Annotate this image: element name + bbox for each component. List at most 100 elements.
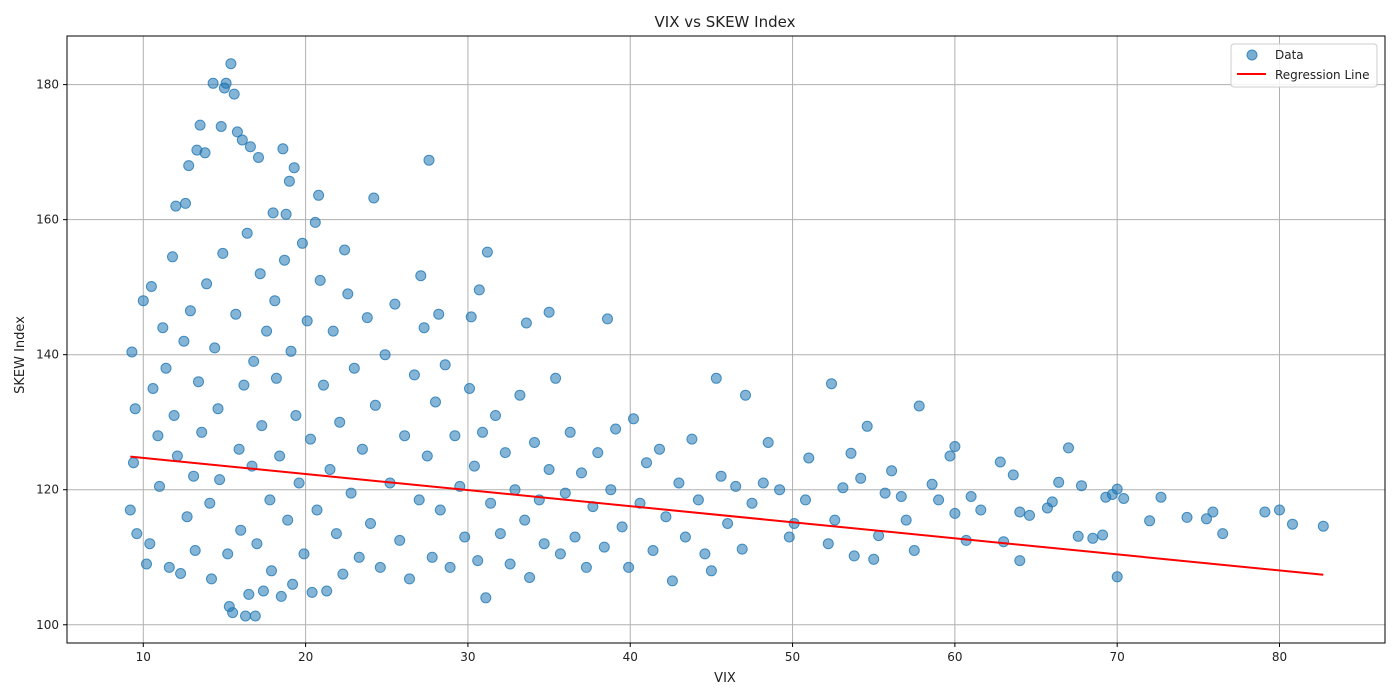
scatter-point — [314, 274, 326, 286]
scatter-point — [253, 152, 264, 163]
legend-marker-data — [1246, 49, 1258, 61]
scatter-point — [404, 573, 415, 585]
scatter-point — [499, 447, 511, 459]
scatter-point — [222, 548, 234, 560]
scatter-point — [926, 478, 938, 490]
scatter-point — [1076, 480, 1087, 492]
scatter-point — [178, 335, 190, 347]
scatter-point — [559, 487, 571, 499]
scatter-point — [1007, 469, 1019, 481]
scatter-point — [1144, 515, 1156, 527]
scatter-point — [740, 389, 751, 401]
scatter-point — [257, 585, 269, 597]
chart-title: VIX vs SKEW Index — [655, 13, 796, 31]
scatter-point — [154, 480, 165, 492]
scatter-point — [282, 514, 294, 526]
scatter-point — [965, 491, 977, 502]
scatter-point — [494, 528, 506, 540]
scatter-point — [829, 514, 841, 526]
scatter-point — [519, 514, 531, 526]
scatter-point — [181, 511, 193, 523]
scatter-point — [220, 77, 232, 89]
scatter-point — [321, 585, 333, 597]
scatter-point — [126, 346, 138, 358]
scatter-point — [1259, 506, 1271, 518]
scatter-point — [800, 494, 811, 506]
scatter-point — [374, 561, 386, 573]
scatter-point — [293, 477, 305, 489]
scatter-point — [204, 497, 216, 509]
grid-lines — [67, 36, 1385, 643]
scatter-point — [426, 551, 438, 563]
scatter-point — [274, 450, 286, 462]
scatter-point — [576, 467, 587, 479]
scatter-point — [879, 487, 891, 499]
scatter-point — [908, 545, 920, 556]
scatter-point — [715, 470, 727, 482]
legend-box — [1230, 43, 1378, 88]
scatter-point — [710, 372, 722, 384]
scatter-point — [167, 251, 178, 263]
scatter-point — [686, 433, 698, 445]
scatter-point — [464, 383, 475, 394]
scatter-point — [231, 126, 243, 138]
scatter-point — [822, 538, 834, 550]
scatter-point — [465, 311, 477, 323]
scatter-point — [147, 383, 159, 394]
scatter-point — [193, 376, 204, 388]
data-points — [124, 58, 1329, 622]
regression-line-path — [130, 455, 1324, 576]
scatter-point — [1053, 476, 1065, 488]
scatter-point — [949, 441, 961, 452]
scatter-point — [379, 349, 391, 361]
scatter-point — [238, 379, 250, 391]
scatter-point — [199, 147, 211, 159]
scatter-point — [128, 457, 139, 469]
scatter-point — [529, 437, 540, 448]
scatter-point — [152, 430, 164, 442]
scatter-point — [1024, 509, 1035, 521]
scatter-point — [283, 175, 295, 187]
scatter-point — [845, 447, 857, 459]
x-tick-label: 50 — [785, 650, 800, 664]
scatter-point — [623, 561, 635, 573]
scatter-point — [188, 470, 200, 482]
scatter-point — [610, 423, 622, 435]
scatter-point — [1111, 483, 1123, 495]
scatter-point — [692, 494, 704, 506]
scatter-point — [206, 573, 217, 585]
scatter-point — [356, 443, 368, 455]
legend-label-regression: Regression Line — [1275, 68, 1369, 82]
scatter-point — [207, 77, 219, 89]
scatter-point — [337, 568, 349, 580]
scatter-point — [564, 426, 576, 438]
scatter-point — [342, 288, 354, 300]
legend: Data Regression Line — [1230, 43, 1378, 88]
scatter-point — [554, 548, 566, 560]
scatter-point — [339, 244, 351, 256]
scatter-point — [736, 543, 748, 555]
scatter-point — [705, 565, 717, 577]
scatter-point — [1155, 491, 1167, 503]
scatter-point — [183, 160, 195, 172]
scatter-point — [895, 491, 907, 502]
scatter-point — [837, 482, 849, 494]
scatter-point — [538, 538, 550, 550]
plot-frame — [66, 35, 1386, 644]
scatter-point — [254, 268, 266, 280]
scatter-point — [592, 447, 604, 459]
scatter-point — [699, 548, 711, 560]
scatter-point — [524, 572, 536, 583]
y-tick-label: 140 — [36, 348, 59, 362]
scatter-point — [180, 197, 191, 209]
scatter-point — [569, 531, 581, 543]
scatter-point — [473, 284, 485, 296]
y-tick-label: 100 — [36, 618, 59, 632]
scatter-point — [647, 545, 659, 556]
scatter-point — [235, 524, 247, 536]
y-tick-label: 120 — [36, 483, 59, 497]
scatter-point — [301, 315, 313, 327]
scatter-point — [244, 141, 256, 153]
scatter-point — [468, 460, 480, 472]
scatter-point — [415, 270, 427, 282]
